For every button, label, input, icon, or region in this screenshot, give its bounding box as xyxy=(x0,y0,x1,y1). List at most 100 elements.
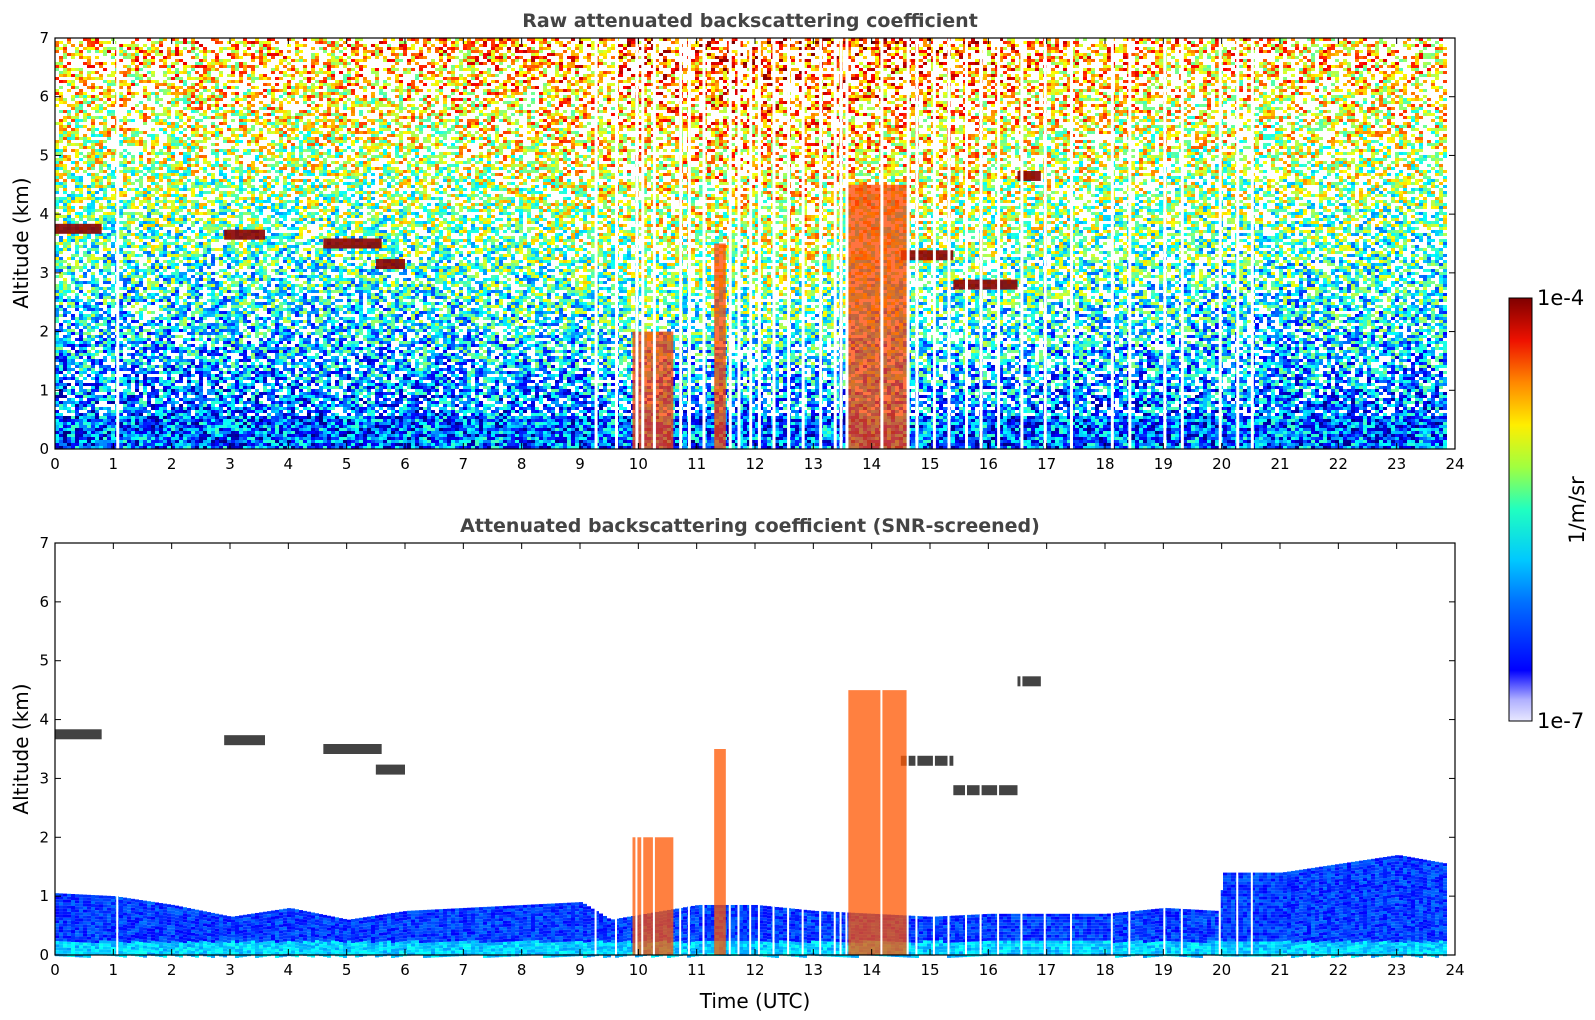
backscatter-cell xyxy=(99,143,103,146)
backscatter-cell xyxy=(127,86,131,89)
backscatter-cell xyxy=(207,365,211,368)
backscatter-cell xyxy=(139,194,143,197)
backscatter-cell xyxy=(187,86,191,89)
backscatter-cell xyxy=(91,413,95,416)
backscatter-cell xyxy=(155,92,159,95)
backscatter-cell xyxy=(211,215,215,218)
backscatter-cell xyxy=(163,395,167,398)
backscatter-cell xyxy=(203,65,207,68)
backscatter-cell xyxy=(183,101,187,104)
backscatter-cell xyxy=(207,272,211,275)
backscatter-cell xyxy=(187,254,191,257)
backscatter-cell xyxy=(87,350,91,353)
backscatter-cell xyxy=(247,287,251,290)
backscatter-cell xyxy=(247,368,251,371)
backscatter-cell xyxy=(251,224,255,227)
backscatter-cell xyxy=(255,419,259,422)
backscatter-cell xyxy=(123,116,127,119)
backscatter-cell xyxy=(251,251,255,254)
backscatter-cell xyxy=(111,284,115,287)
backscatter-cell xyxy=(227,299,231,302)
backscatter-cell xyxy=(131,422,135,425)
backscatter-cell xyxy=(199,140,203,143)
backscatter-cell xyxy=(263,428,267,431)
backscatter-cell xyxy=(167,107,171,110)
backscatter-cell xyxy=(103,350,107,353)
backscatter-cell xyxy=(127,182,131,185)
backscatter-cell xyxy=(75,212,79,215)
backscatter-cell xyxy=(187,353,191,356)
backscatter-cell xyxy=(147,371,151,374)
backscatter-cell xyxy=(159,83,163,86)
backscatter-cell xyxy=(191,365,195,368)
backscatter-cell xyxy=(67,419,71,422)
backscatter-cell xyxy=(207,251,211,254)
backscatter-cell xyxy=(79,212,83,215)
backscatter-cell xyxy=(63,155,67,158)
backscatter-cell xyxy=(195,272,199,275)
backscatter-cell xyxy=(203,98,207,101)
backscatter-cell xyxy=(223,269,227,272)
backscatter-cell xyxy=(223,218,227,221)
backscatter-cell xyxy=(71,422,75,425)
backscatter-cell xyxy=(227,194,231,197)
backscatter-cell xyxy=(231,194,235,197)
backscatter-cell xyxy=(227,110,231,113)
backscatter-cell xyxy=(239,374,243,377)
backscatter-cell xyxy=(63,221,67,224)
backscatter-cell xyxy=(99,302,103,305)
backscatter-cell xyxy=(215,284,219,287)
backscatter-cell xyxy=(239,419,243,422)
backscatter-cell xyxy=(255,188,259,191)
backscatter-cell xyxy=(191,206,195,209)
backscatter-cell xyxy=(251,392,255,395)
backscatter-cell xyxy=(91,182,95,185)
backscatter-cell xyxy=(151,119,155,122)
backscatter-cell xyxy=(111,116,115,119)
backscatter-cell xyxy=(111,440,115,443)
backscatter-cell xyxy=(119,44,123,47)
backscatter-cell xyxy=(255,371,259,374)
backscatter-cell xyxy=(127,215,131,218)
backscatter-cell xyxy=(231,149,235,152)
backscatter-cell xyxy=(119,326,123,329)
backscatter-cell xyxy=(91,71,95,74)
backscatter-cell xyxy=(255,158,259,161)
backscatter-cell xyxy=(127,230,131,233)
backscatter-cell xyxy=(163,407,167,410)
backscatter-cell xyxy=(175,281,179,284)
backscatter-cell xyxy=(103,47,107,50)
backscatter-cell xyxy=(215,212,219,215)
backscatter-cell xyxy=(75,440,79,443)
backscatter-cell xyxy=(183,89,187,92)
backscatter-cell xyxy=(127,92,131,95)
backscatter-cell xyxy=(155,203,159,206)
backscatter-cell xyxy=(235,203,239,206)
backscatter-cell xyxy=(67,173,71,176)
backscatter-cell xyxy=(87,164,91,167)
backscatter-cell xyxy=(107,443,111,446)
backscatter-cell xyxy=(127,206,131,209)
backscatter-cell xyxy=(103,146,107,149)
backscatter-cell xyxy=(235,110,239,113)
backscatter-cell xyxy=(171,407,175,410)
backscatter-cell xyxy=(79,50,83,53)
backscatter-cell xyxy=(111,401,115,404)
backscatter-cell xyxy=(191,296,195,299)
backscatter-cell xyxy=(155,152,159,155)
backscatter-cell xyxy=(91,101,95,104)
backscatter-cell xyxy=(167,401,171,404)
backscatter-cell xyxy=(239,155,243,158)
backscatter-cell xyxy=(235,320,239,323)
backscatter-cell xyxy=(75,239,79,242)
backscatter-cell xyxy=(211,236,215,239)
backscatter-cell xyxy=(159,50,163,53)
backscatter-cell xyxy=(175,53,179,56)
backscatter-cell xyxy=(83,332,87,335)
backscatter-cell xyxy=(255,254,259,257)
backscatter-cell xyxy=(79,353,83,356)
backscatter-cell xyxy=(131,440,135,443)
backscatter-cell xyxy=(123,281,127,284)
backscatter-cell xyxy=(87,383,91,386)
backscatter-cell xyxy=(175,401,179,404)
